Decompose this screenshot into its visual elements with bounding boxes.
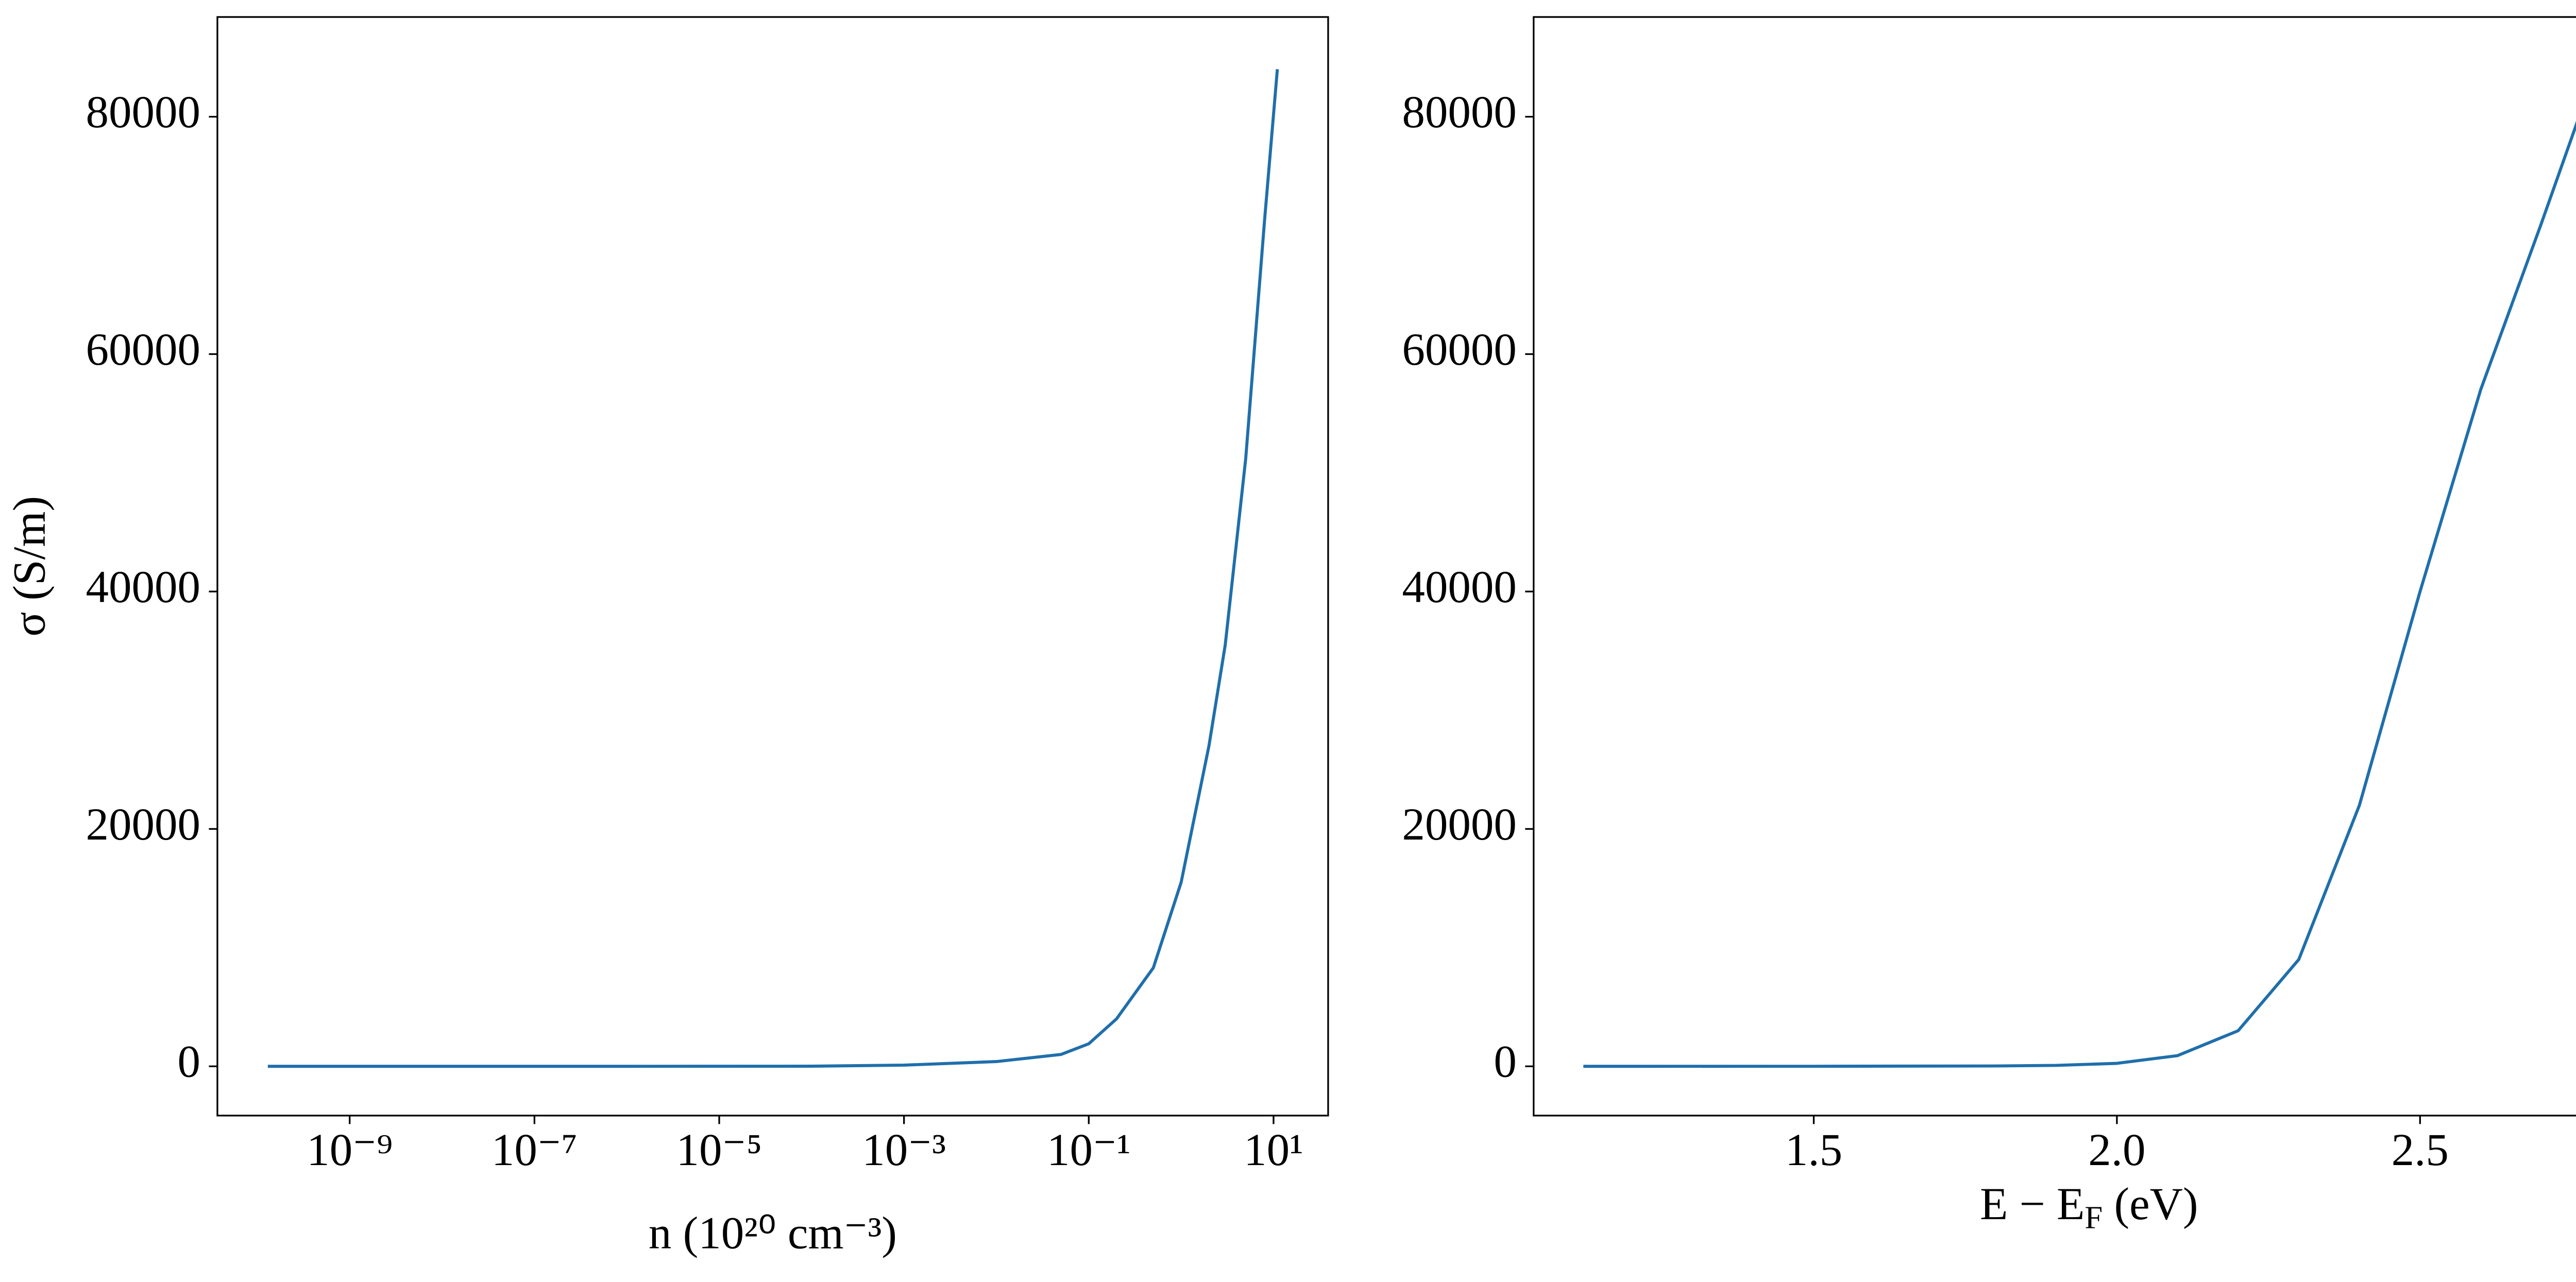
x-axis-label-part: E − E: [1980, 1180, 2084, 1230]
y-tick-label: 40000: [86, 562, 200, 612]
y-tick-label: 20000: [86, 799, 200, 850]
x-axis-label: E − EF (eV): [1980, 1180, 2198, 1236]
x-axis-label: n (10²⁰ cm⁻³): [649, 1208, 897, 1259]
y-tick-label: 80000: [1402, 87, 1517, 138]
y-tick-label: 60000: [86, 324, 200, 375]
y-tick-label: 40000: [1402, 562, 1517, 612]
x-tick-label: 10⁻³: [862, 1125, 946, 1175]
data-line: [1583, 121, 2576, 1068]
x-axis-label-subscript: F: [2084, 1200, 2103, 1236]
plot-frame: [1533, 16, 2576, 1117]
x-tick-label: 10⁻⁷: [492, 1125, 578, 1175]
x-tick-label: 10⁻¹: [1047, 1125, 1131, 1175]
y-tick-label: 60000: [1402, 324, 1517, 375]
x-tick-label: 10¹: [1244, 1125, 1303, 1175]
x-tick-label: 1.5: [1785, 1125, 1842, 1175]
x-tick-label: 10⁻⁹: [307, 1125, 393, 1175]
x-tick-label: 10⁻⁵: [676, 1125, 762, 1175]
y-tick-label: 20000: [1402, 799, 1517, 850]
x-axis-label-part: (eV): [2103, 1180, 2198, 1230]
x-tick-label: 2.5: [2392, 1125, 2449, 1175]
y-tick-label: 80000: [86, 87, 200, 138]
y-tick-label: 0: [177, 1037, 200, 1087]
plot-frame: [216, 16, 1329, 1117]
y-axis-label: σ (S/m): [4, 496, 55, 637]
y-tick-label: 0: [1494, 1037, 1517, 1087]
x-tick-label: 2.0: [2088, 1125, 2145, 1175]
data-line: [267, 69, 1279, 1068]
